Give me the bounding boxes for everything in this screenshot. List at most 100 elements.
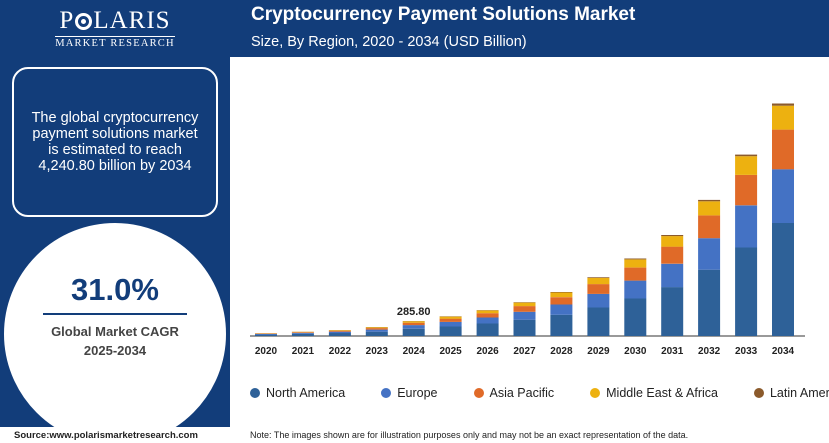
bar-segment-2031-1 [661,263,684,288]
polaris-logo: P LARIS MARKET RESEARCH [0,0,230,57]
x-tick-label-2026: 2026 [476,346,499,357]
bar-segment-2033-1 [735,205,758,248]
legend-item-4: Latin America [753,386,829,400]
bar-segment-2031-2 [661,246,684,264]
bar-segment-2024-1 [402,325,425,329]
bar-segment-2021-0 [291,333,314,336]
legend-label-4: Latin America [769,386,829,400]
bar-segment-2030-3 [624,259,647,268]
legend-item-1: Europe [381,386,438,400]
legend-item-0: North America [250,386,345,400]
bar-segment-2025-1 [439,321,462,327]
bar-segment-2026-1 [476,317,499,324]
bar-segment-2028-3 [550,292,573,298]
legend-swatch-4 [753,388,764,398]
bar-segment-2028-0 [550,314,573,336]
bar-segment-2034-4 [772,103,794,106]
x-tick-label-2021: 2021 [292,346,315,357]
side-panel: The global cryptocurrency payment soluti… [0,57,230,427]
bar-segment-2034-2 [772,129,794,170]
bar-segment-2027-0 [513,319,536,336]
x-tick-label-2029: 2029 [587,346,610,357]
bar-segment-2030-4 [624,258,647,260]
cagr-value: 31.0% [71,272,159,307]
bar-segment-2026-0 [476,323,499,336]
bar-segment-2030-1 [624,280,647,299]
x-tick-label-2028: 2028 [550,346,573,357]
cagr-label: Global Market CAGR 2025-2034 [0,322,230,360]
bar-segment-2022-3 [328,330,351,331]
legend-label-1: Europe [397,386,438,400]
bar-segment-2025-0 [439,326,462,336]
x-tick-label-2032: 2032 [698,346,721,357]
disclaimer-note: Note: The images shown are for illustrat… [250,430,689,440]
x-tick-label-2025: 2025 [439,346,462,357]
bar-segment-2026-3 [476,310,499,314]
bar-segment-2027-1 [513,311,536,320]
bar-segment-2022-2 [328,330,351,332]
logo-wordmark: P LARIS [59,8,170,34]
source-text: Source:www.polarismarketresearch.com [14,430,198,441]
x-tick-label-2024: 2024 [403,346,426,357]
bar-segment-2028-1 [550,304,573,315]
x-tick-label-2027: 2027 [513,346,536,357]
cagr-label-line-1: Global Market CAGR [51,324,179,339]
bar-segment-2027-2 [513,306,536,312]
bar-segment-2029-0 [587,307,610,336]
logo-name-post: LARIS [93,7,171,34]
chart-legend: North America Europe Asia Pacific Middle Ea… [250,386,829,400]
bar-segment-2026-2 [476,313,499,318]
legend-swatch-0 [250,388,260,398]
bar-segment-2027-3 [513,302,536,307]
bar-segment-2023-1 [365,329,388,332]
bar-segment-2020-0 [255,334,277,336]
chart-subtitle: Size, By Region, 2020 - 2034 (USD Billio… [251,34,527,50]
x-tick-label-2033: 2033 [735,346,758,357]
cagr-label-line-2: 2025-2034 [83,343,147,358]
stacked-bar-chart: 2020 2021 2022 2023 2024 285.80 2025 2026 2027 20… [250,103,805,357]
bar-segment-2034-1 [772,169,794,223]
bar-segment-2022-0 [328,333,351,336]
bar-segment-2030-0 [624,298,647,336]
x-tick-label-2034: 2034 [772,346,795,357]
bar-segment-2024-2 [402,322,425,326]
bar-segment-2033-2 [735,174,758,206]
logo-name-pre: P [59,7,75,34]
bar-segment-2034-3 [772,105,794,130]
legend-swatch-1 [381,388,392,398]
bar-segment-2020-1 [255,334,277,335]
x-tick-label-2030: 2030 [624,346,647,357]
legend-label-0: North America [266,386,346,400]
bar-segment-2028-4 [550,292,573,293]
bar-segment-2033-4 [735,154,758,157]
legend-swatch-2 [473,388,484,398]
bar-segment-2032-2 [698,215,721,239]
legend-swatch-3 [590,388,601,398]
legend-item-2: Asia Pacific [473,386,554,400]
cagr-circle [2,221,228,427]
bar-segment-2028-2 [550,297,573,305]
bar-segment-2030-2 [624,267,647,281]
bar-segment-2032-4 [698,199,721,202]
bar-segment-2023-0 [365,331,388,336]
bar-segment-2021-2 [291,332,314,333]
bar-segment-2032-3 [698,201,721,216]
bar-segment-2023-3 [365,327,388,329]
bar-segment-2031-3 [661,236,684,247]
cagr-divider [43,313,187,315]
legend-label-3: Middle East & Africa [606,386,718,400]
bar-segment-2031-4 [661,235,684,237]
bar-segment-2032-1 [698,238,721,270]
bar-segment-2023-2 [365,328,388,330]
bar-segment-2032-0 [698,269,721,336]
market-info-box: The global cryptocurrency payment soluti… [12,67,218,217]
bar-segment-2024-3 [402,321,425,323]
logo-star-icon [75,12,93,30]
bar-segment-2024-0 [402,328,425,336]
bar-segment-2033-3 [735,156,758,175]
bar-segment-2033-0 [735,247,758,336]
x-tick-label-2031: 2031 [661,346,684,357]
logo-subtitle: MARKET RESEARCH [55,36,175,49]
bar-segment-2029-3 [587,277,610,285]
bar-segment-2031-0 [661,287,684,336]
